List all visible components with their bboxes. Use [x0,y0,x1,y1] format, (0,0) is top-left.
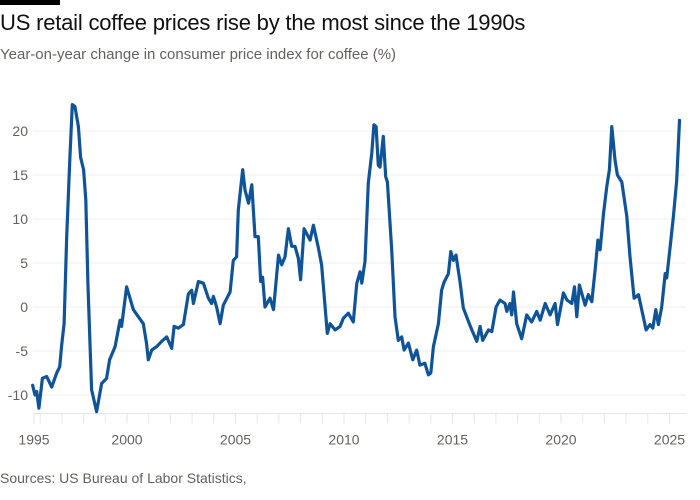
y-tick-label: 0 [20,299,28,315]
x-tick-label: 2010 [328,431,359,447]
chart-title: US retail coffee prices rise by the most… [0,10,526,35]
x-tick-label: 2020 [545,431,576,447]
y-tick-label: 10 [12,211,28,227]
brand-bar [0,0,60,5]
y-tick-label: 15 [12,167,28,183]
y-tick-label: -5 [16,343,29,359]
source-note: Sources: US Bureau of Labor Statistics, [0,470,247,486]
chart-subtitle: Year-on-year change in consumer price in… [0,46,397,63]
y-axis-labels: 20 15 10 5 0 -5 -10 [8,123,28,403]
x-tick-label: 1995 [18,431,49,447]
y-tick-label: 20 [12,123,28,139]
gridlines [33,130,686,396]
x-tick-label: 2025 [654,431,685,447]
series-line-coffee-cpi [31,103,682,414]
x-axis: 1995 2000 2005 2010 2015 2020 2025 [18,412,686,447]
x-tick-label: 2005 [220,431,251,447]
y-tick-label: 5 [20,255,28,271]
series-layer [31,103,682,414]
y-tick-label: -10 [8,387,28,403]
x-tick-label: 2015 [437,431,468,447]
x-tick-label: 2000 [111,431,142,447]
